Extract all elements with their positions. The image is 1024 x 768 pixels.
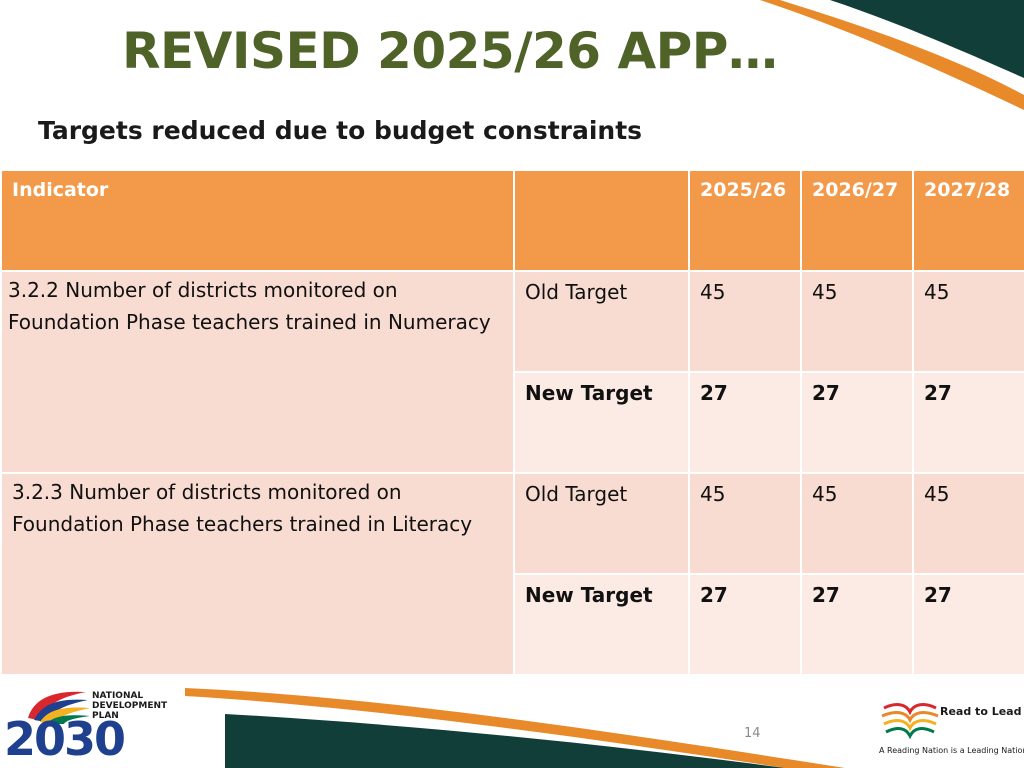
value-cell: 45	[912, 472, 1024, 575]
value-cell: 27	[688, 573, 802, 676]
value-cell: 45	[688, 270, 802, 373]
value-cell: 27	[800, 573, 914, 676]
indicator-cell: 3.2.2 Number of districts monitored on F…	[0, 270, 515, 474]
table-row: New Target 27 27 27	[1, 573, 1024, 676]
header-year-2027-28: 2027/28	[912, 169, 1024, 272]
value-cell: 45	[688, 472, 802, 575]
value-cell: 45	[800, 270, 914, 373]
value-cell: 27	[688, 371, 802, 474]
value-cell: 45	[800, 472, 914, 575]
slide-title: REVISED 2025/26 APP…	[122, 22, 778, 80]
target-label-cell: New Target	[513, 371, 690, 474]
table-header-row: Indicator 2025/26 2026/27 2027/28	[0, 169, 1024, 272]
table-row: 3.2.2 Number of districts monitored on F…	[0, 270, 1024, 474]
ndp-flag-emblem	[28, 691, 90, 724]
read-to-lead-title: Read to Lead	[940, 705, 1022, 718]
header-indicator: Indicator	[0, 169, 515, 272]
table-row: 3.2.3 Number of districts monitored on F…	[0, 472, 1024, 676]
target-label-cell: Old Target	[513, 472, 690, 575]
indicator-cell: 3.2.3 Number of districts monitored on F…	[0, 472, 515, 676]
read-to-lead-tagline: A Reading Nation is a Leading Nation	[879, 746, 1024, 755]
value-cell: 27	[800, 371, 914, 474]
bottom-swoosh	[185, 688, 845, 768]
ndp-logo-text: NATIONAL DEVELOPMENT PLAN	[92, 691, 168, 721]
slide-subtitle: Targets reduced due to budget constraint…	[38, 116, 643, 145]
header-year-2026-27: 2026/27	[800, 169, 914, 272]
value-cell: 45	[912, 270, 1024, 373]
open-book-icon	[881, 703, 939, 740]
header-target-type	[513, 169, 690, 272]
value-cell: 27	[912, 573, 1024, 676]
target-label-cell: New Target	[513, 573, 690, 676]
target-label-cell: Old Target	[513, 270, 690, 373]
header-year-2025-26: 2025/26	[688, 169, 802, 272]
page-number: 14	[744, 726, 761, 741]
value-cell: 27	[912, 371, 1024, 474]
top-right-swoosh	[760, 0, 1024, 110]
targets-table: Indicator 2025/26 2026/27 2027/28 3.2.2 …	[0, 169, 1024, 676]
ndp-logo-year: 2030	[4, 712, 126, 766]
table-row: New Target 27 27 27	[1, 371, 1024, 474]
